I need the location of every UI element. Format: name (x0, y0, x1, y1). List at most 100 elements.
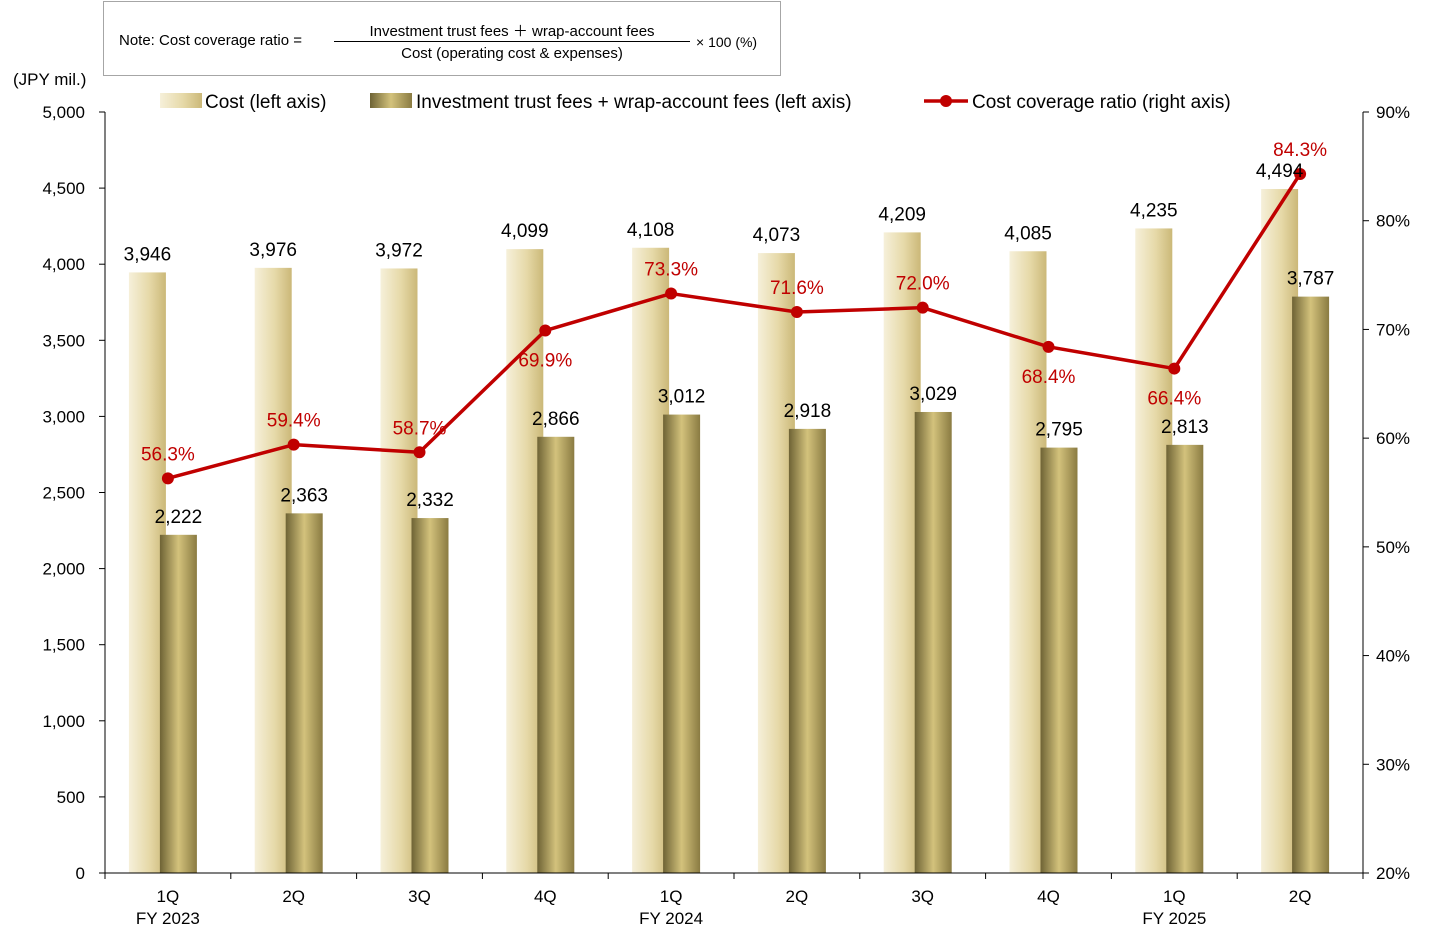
fees-bar (411, 518, 449, 873)
fees-value-label: 2,866 (532, 409, 580, 430)
left-axis-tick-label: 3,000 (42, 407, 85, 426)
ratio-value-label: 71.6% (770, 278, 824, 299)
right-axis-tick-label: 70% (1376, 320, 1410, 339)
ratio-point (287, 438, 300, 451)
left-axis-unit-label: (JPY mil.) (13, 70, 86, 89)
cost-bar (506, 249, 544, 873)
x-axis-tick-label: 2Q (282, 887, 305, 906)
cost-value-label: 4,235 (1130, 200, 1178, 221)
fees-value-label: 2,918 (784, 401, 832, 422)
fees-bar (1040, 447, 1078, 873)
cost-bar (1261, 189, 1299, 874)
ratio-value-label: 59.4% (267, 411, 321, 432)
left-axis-tick-label: 3,500 (42, 331, 85, 350)
ratio-value-label: 56.3% (141, 444, 195, 465)
legend-swatch-cost (160, 93, 202, 108)
legend-label-ratio: Cost coverage ratio (right axis) (972, 92, 1231, 113)
cost-bar (128, 272, 166, 873)
ratio-point (665, 287, 678, 300)
cost-bar (1135, 228, 1173, 874)
x-axis-tick-label: 2Q (786, 887, 809, 906)
left-axis-tick-label: 2,000 (42, 560, 85, 579)
left-axis-tick-label: 4,000 (42, 255, 85, 274)
ratio-point (539, 324, 552, 337)
right-axis-tick-label: 40% (1376, 647, 1410, 666)
x-axis-tick-label: 2Q (1289, 887, 1312, 906)
legend-swatch-ratio-marker (940, 95, 952, 107)
ratio-point (790, 306, 803, 319)
cost-bar (757, 253, 795, 873)
right-axis-tick-label: 80% (1376, 212, 1410, 231)
cost-value-label: 4,108 (627, 220, 675, 241)
formula-note-box: Note: Cost coverage ratio = Investment t… (103, 1, 781, 76)
cost-value-label: 3,976 (249, 240, 297, 261)
fees-bar (159, 534, 197, 873)
left-axis-tick-label: 5,000 (42, 103, 85, 122)
ratio-point (1042, 340, 1055, 353)
left-axis-tick-label: 1,500 (42, 636, 85, 655)
right-axis-tick-label: 50% (1376, 538, 1410, 557)
legend-label-cost: Cost (left axis) (205, 92, 326, 113)
cost-bar (1009, 251, 1047, 873)
right-axis-tick-label: 90% (1376, 103, 1410, 122)
fees-bar (537, 436, 575, 873)
x-axis-tick-label: 1Q (1163, 887, 1186, 906)
cost-bar (883, 232, 921, 873)
cost-value-label: 3,946 (124, 244, 172, 265)
ratio-value-label: 69.9% (518, 351, 572, 372)
cost-bar (632, 247, 670, 874)
x-axis-tick-label: 4Q (534, 887, 557, 906)
ratio-value-label: 68.4% (1022, 367, 1076, 388)
ratio-point (916, 301, 929, 314)
cost-value-label: 4,073 (753, 225, 801, 246)
fees-value-label: 2,332 (406, 490, 454, 511)
fees-value-label: 2,363 (280, 485, 328, 506)
note-numerator: Investment trust fees ＋ wrap-account fee… (369, 23, 655, 40)
note-denominator: Cost (operating cost & expenses) (401, 45, 623, 62)
cost-value-label: 3,972 (375, 240, 423, 261)
fees-value-label: 3,787 (1287, 269, 1335, 290)
left-axis-tick-label: 1,000 (42, 712, 85, 731)
left-axis-tick-label: 500 (57, 788, 85, 807)
fees-value-label: 2,813 (1161, 417, 1209, 438)
fiscal-year-label: FY 2025 (1142, 909, 1206, 928)
fees-bar (663, 414, 701, 873)
right-axis-tick-label: 20% (1376, 864, 1410, 883)
fiscal-year-label: FY 2023 (136, 909, 200, 928)
x-axis-tick-label: 3Q (911, 887, 934, 906)
left-axis-tick-label: 0 (76, 864, 85, 883)
legend-swatch-fees (370, 93, 412, 108)
fees-bar (1292, 296, 1330, 873)
note-fraction-bar (334, 41, 690, 42)
fees-value-label: 3,029 (909, 384, 957, 405)
fiscal-year-label: FY 2024 (639, 909, 703, 928)
x-axis-tick-label: 3Q (408, 887, 431, 906)
ratio-value-label: 58.7% (393, 418, 447, 439)
ratio-value-label: 72.0% (896, 274, 950, 295)
fees-bar (1166, 444, 1204, 873)
cost-value-label: 4,209 (878, 204, 926, 225)
left-axis-tick-label: 4,500 (42, 179, 85, 198)
ratio-value-label: 66.4% (1147, 389, 1201, 410)
fees-value-label: 2,795 (1035, 420, 1083, 441)
ratio-point (1168, 362, 1181, 375)
x-axis-tick-label: 4Q (1037, 887, 1060, 906)
x-axis-tick-label: 1Q (157, 887, 180, 906)
fees-value-label: 3,012 (658, 387, 706, 408)
right-axis-tick-label: 30% (1376, 755, 1410, 774)
legend-label-fees: Investment trust fees + wrap-account fee… (416, 92, 852, 113)
cost-value-label: 4,494 (1256, 161, 1304, 182)
fees-bar (285, 513, 323, 873)
note-suffix: × 100 (%) (696, 34, 758, 50)
fees-value-label: 2,222 (155, 507, 203, 528)
ratio-point (413, 446, 426, 459)
x-axis-tick-label: 1Q (660, 887, 683, 906)
cost-value-label: 4,099 (501, 221, 549, 242)
cost-bar (380, 268, 418, 873)
ratio-point (1294, 167, 1307, 180)
ratio-point (161, 472, 174, 485)
left-axis-tick-label: 2,500 (42, 484, 85, 503)
ratio-line (167, 173, 1302, 481)
fees-bar (914, 411, 952, 873)
